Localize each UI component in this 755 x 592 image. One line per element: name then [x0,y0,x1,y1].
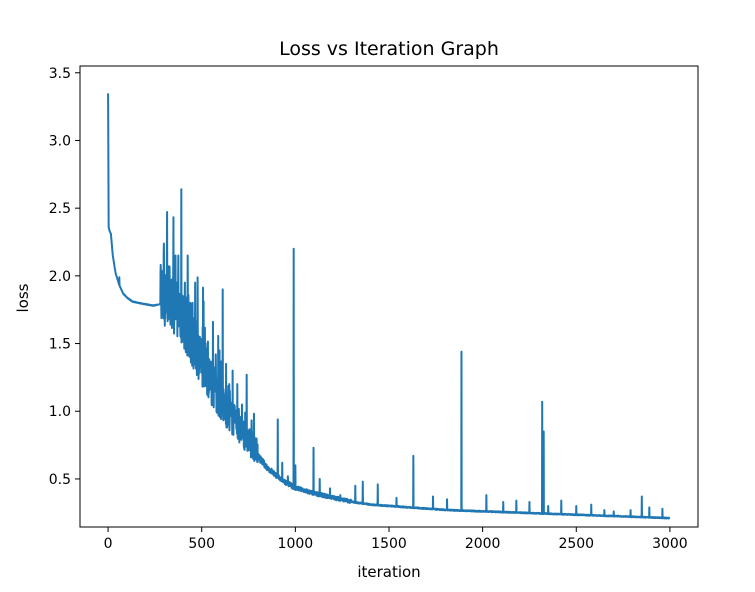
x-tick-label: 1500 [371,536,407,552]
x-tick-label: 500 [188,536,215,552]
y-tick-label: 3.0 [49,133,71,149]
series-layer [107,93,671,520]
x-tick-label: 2000 [465,536,501,552]
y-tick-label: 1.5 [49,337,71,353]
y-tick-label: 2.5 [49,201,71,217]
chart-title: Loss vs Iteration Graph [279,38,499,60]
axes-frame [79,65,699,528]
loss-series-line [107,93,671,520]
x-axis-label: iteration [357,563,421,581]
y-tick-label: 2.0 [49,269,71,285]
y-tick-label: 0.5 [49,472,71,488]
y-tick-label: 1.0 [49,404,71,420]
x-tick-label: 1000 [278,536,314,552]
ticks-layer: 0 500 1000 1500 2000 2500 3000 0.5 1.0 1.5 2.0 2.5 3… [49,66,688,552]
x-tick-label: 0 [104,536,113,552]
x-tick-label: 3000 [652,536,688,552]
y-tick-label: 3.5 [49,66,71,82]
x-tick-label: 2500 [558,536,594,552]
